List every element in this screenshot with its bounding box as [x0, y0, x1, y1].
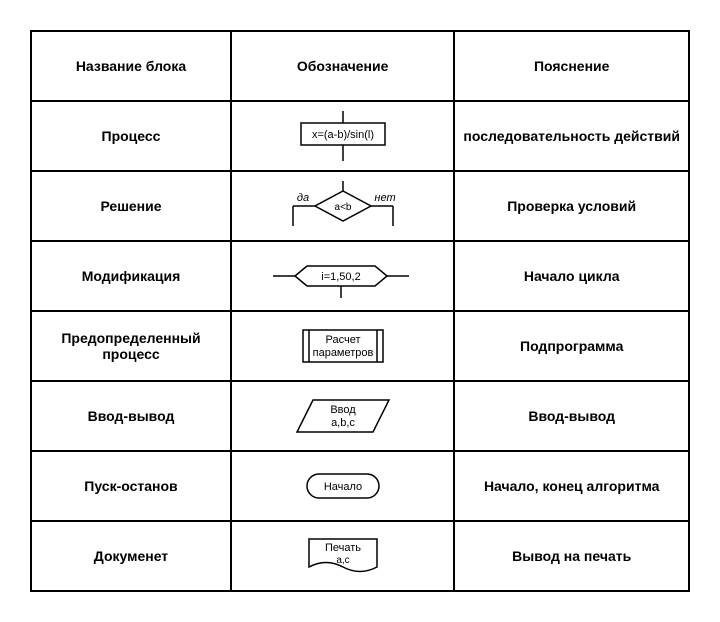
block-symbol-loop: i=1,50,2 — [231, 241, 454, 311]
header-symbol: Обозначение — [231, 31, 454, 101]
block-name: Предопределенный процесс — [31, 311, 231, 381]
block-desc: Начало цикла — [454, 241, 689, 311]
block-symbol-terminator: Начало — [231, 451, 454, 521]
block-desc: Проверка условий — [454, 171, 689, 241]
block-symbol-io: Ввод a,b,c — [231, 381, 454, 451]
table-row: Модификация i=1,50,2 Начало цикла — [31, 241, 689, 311]
block-name: Решение — [31, 171, 231, 241]
table-row: Ввод-вывод Ввод a,b,c Ввод-вывод — [31, 381, 689, 451]
block-desc: Подпрограмма — [454, 311, 689, 381]
block-name: Ввод-вывод — [31, 381, 231, 451]
svg-text:a<b: a<b — [334, 202, 351, 213]
svg-text:a,b,c: a,b,c — [331, 417, 355, 429]
block-desc: Начало, конец алгоритма — [454, 451, 689, 521]
block-desc: Ввод-вывод — [454, 381, 689, 451]
header-desc: Пояснение — [454, 31, 689, 101]
table-row: Процесс x=(a-b)/sin(l) последовательност… — [31, 101, 689, 171]
svg-text:a,c: a,c — [336, 555, 349, 566]
flowchart-blocks-table: Название блока Обозначение Пояснение Про… — [30, 30, 690, 592]
block-name: Модификация — [31, 241, 231, 311]
table-row: Решение a<b да нет Проверка условий — [31, 171, 689, 241]
svg-text:Начало: Начало — [323, 481, 361, 493]
block-name: Пуск-останов — [31, 451, 231, 521]
svg-text:Ввод: Ввод — [330, 404, 356, 416]
svg-text:i=1,50,2: i=1,50,2 — [321, 271, 360, 283]
svg-text:нет: нет — [374, 192, 395, 204]
table-row: Докуменет Печать a,c Вывод на печать — [31, 521, 689, 591]
svg-text:параметров: параметров — [312, 347, 373, 359]
block-desc: последовательность действий — [454, 101, 689, 171]
table-row: Предопределенный процесс Расчет параметр… — [31, 311, 689, 381]
block-desc: Вывод на печать — [454, 521, 689, 591]
svg-text:Расчет: Расчет — [325, 334, 360, 346]
block-symbol-document: Печать a,c — [231, 521, 454, 591]
block-name: Докуменет — [31, 521, 231, 591]
svg-text:x=(a-b)/sin(l): x=(a-b)/sin(l) — [312, 129, 374, 141]
block-symbol-predefined: Расчет параметров — [231, 311, 454, 381]
block-name: Процесс — [31, 101, 231, 171]
table-row: Пуск-останов Начало Начало, конец алгори… — [31, 451, 689, 521]
block-symbol-process: x=(a-b)/sin(l) — [231, 101, 454, 171]
block-symbol-decision: a<b да нет — [231, 171, 454, 241]
svg-text:да: да — [297, 192, 309, 204]
svg-text:Печать: Печать — [325, 542, 361, 554]
header-name: Название блока — [31, 31, 231, 101]
